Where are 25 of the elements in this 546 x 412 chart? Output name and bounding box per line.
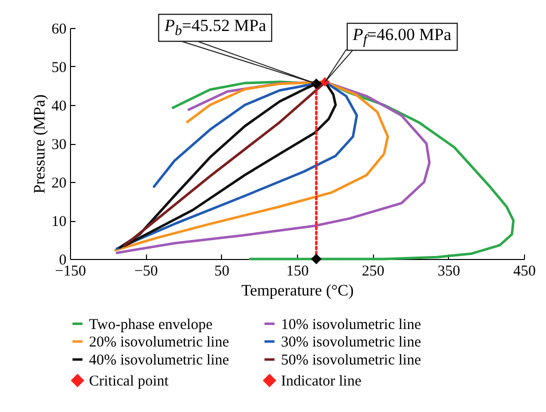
- x-axis-title: Temperature (°C): [241, 282, 354, 300]
- legend-label: 30% isovolumetric line: [281, 334, 422, 350]
- legend-label: 20% isovolumetric line: [89, 334, 230, 350]
- y-tick-label: 60: [52, 22, 66, 38]
- x-tick-label: 250: [362, 264, 384, 280]
- legend-label: Critical point: [89, 374, 170, 390]
- x-tick-label: 150: [286, 264, 309, 280]
- x-tick-label: −50: [134, 264, 158, 280]
- legend-label: 50% isovolumetric line: [281, 352, 422, 368]
- point: [320, 77, 330, 87]
- legend-label: 10% isovolumetric line: [281, 316, 422, 333]
- y-tick-label: 50: [52, 60, 66, 76]
- x-tick-label: 50: [214, 264, 230, 280]
- legend-label: Indicator line: [281, 374, 362, 390]
- annotation: P$_{b}$=45.52 MPa: [158, 14, 272, 42]
- x-tick-label: 350: [438, 264, 460, 280]
- legend-label: Two-phase envelope: [89, 316, 213, 333]
- y-tick-label: 20: [52, 176, 66, 192]
- y-tick-label: 10: [52, 214, 66, 230]
- legend-label: 40% isovolumetric line: [89, 352, 230, 368]
- y-tick-label: 30: [52, 137, 66, 153]
- annotation: P$_{f}$=46.00 MPa: [346, 22, 458, 52]
- y-tick-label: 40: [52, 98, 66, 114]
- x-tick-label: 450: [513, 264, 536, 280]
- y-axis-title: Pressure (MPa): [32, 94, 48, 194]
